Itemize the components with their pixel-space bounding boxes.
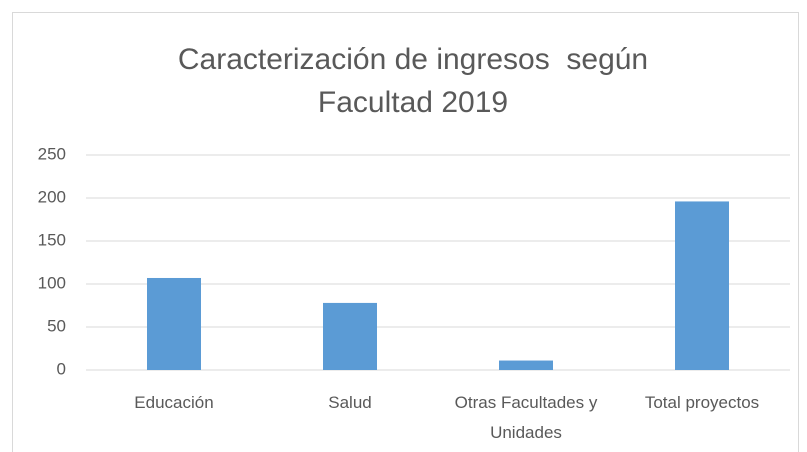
bar [323,302,377,370]
x-tick-label: Educación [134,393,214,412]
x-tick-label: Otras Facultades y Unidades [454,393,603,442]
bar [499,360,553,370]
chart-title: Caracterización de ingresos según Facult… [177,43,657,119]
bar [147,277,201,370]
y-tick-label: 50 [47,316,66,335]
y-tick-label: 0 [57,359,66,378]
y-tick-label: 200 [38,187,66,206]
bar [675,201,729,370]
y-tick-label: 100 [38,273,66,292]
y-tick-label: 150 [38,230,66,249]
chart-border [12,12,799,452]
y-tick-label: 250 [38,144,66,163]
x-tick-label: Salud [328,393,372,412]
x-tick-label: Total proyectos [644,393,760,412]
